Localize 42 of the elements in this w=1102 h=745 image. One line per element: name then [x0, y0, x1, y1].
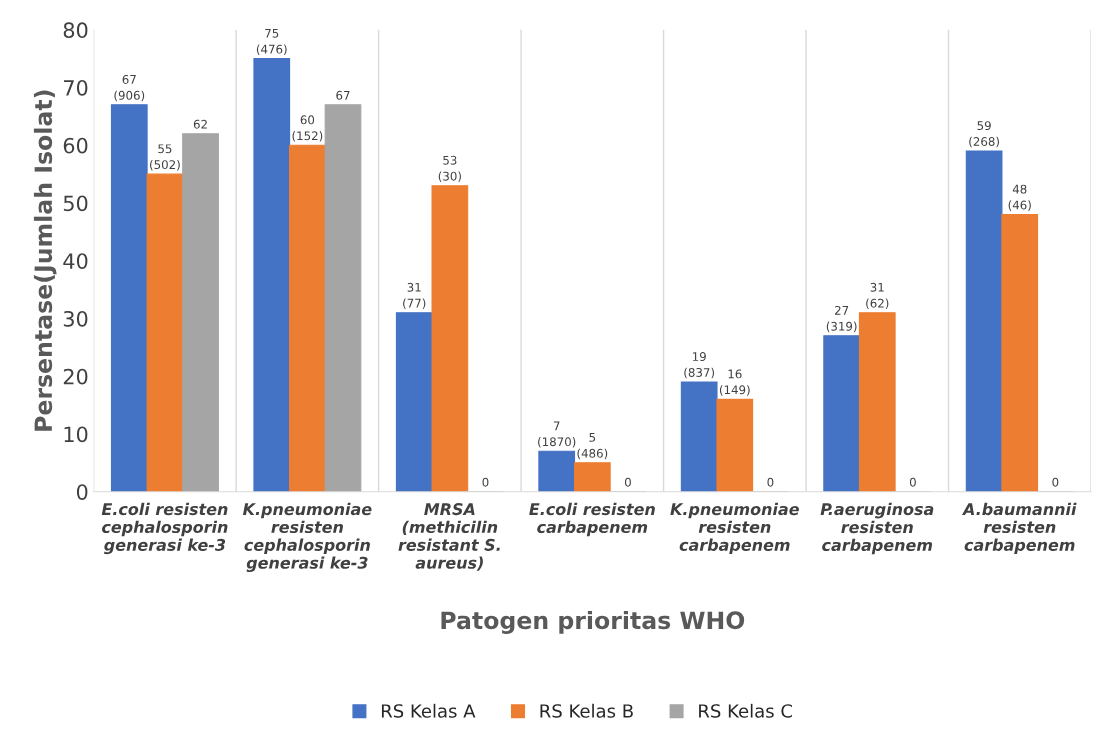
x-tick-label: K.pneumoniae resisten cephalosporin generasi ke-3: [242, 502, 372, 573]
data-label: 5 (486): [577, 433, 608, 460]
x-tick-label: K.pneumoniae resisten carbapenem: [670, 502, 799, 555]
legend-label: RS Kelas B: [540, 703, 633, 718]
legend-label: RS Kelas C: [699, 703, 792, 718]
data-label: 0: [482, 477, 489, 487]
x-tick-label: MRSA (methicilin resistant S. aureus): [398, 503, 500, 571]
data-label: 7 (1870): [538, 421, 576, 448]
data-label: 59 (268): [969, 121, 999, 148]
data-label: 31 (77): [403, 282, 426, 310]
y-tick-label: 20: [63, 368, 88, 385]
y-tick-label: 30: [63, 310, 88, 327]
data-label: 0: [767, 477, 774, 487]
data-label: 67: [336, 90, 350, 100]
y-tick-label: 10: [64, 426, 88, 443]
y-tick-label: 0: [76, 484, 88, 500]
data-label: 67 (906): [114, 74, 145, 102]
data-label: 27 (319): [826, 305, 857, 333]
y-tick-label: 80: [63, 22, 88, 39]
data-label: 60 (152): [292, 115, 323, 142]
y-tick-label: 40: [63, 253, 88, 269]
y-tick-label: 50: [63, 195, 88, 212]
data-label: 62: [193, 119, 207, 129]
data-label: 16 (149): [719, 369, 750, 396]
x-tick-label: E.coli resisten cephalosporin generasi ke-3: [101, 502, 228, 555]
data-label: 75 (476): [256, 28, 287, 55]
data-label: 0: [624, 477, 631, 487]
x-tick-label: P.aeruginosa resisten carbapenem: [820, 502, 934, 555]
data-label: 31 (62): [866, 282, 889, 310]
data-label: 19 (837): [684, 352, 715, 379]
y-tick-label: 60: [63, 137, 88, 154]
data-label: 48 (46): [1008, 184, 1031, 211]
x-axis-title: Patogen prioritas WHO: [441, 610, 745, 634]
y-axis-title: Persentase(Jumlah Isolat): [33, 90, 57, 431]
y-tick-label: 70: [64, 79, 88, 96]
x-tick-label: E.coli resisten carbapenem: [529, 502, 655, 537]
x-tick-label: A.baumannii resisten carbapenem: [961, 502, 1077, 555]
data-label: 55 (502): [150, 144, 180, 171]
data-label: 0: [909, 477, 916, 487]
data-label: 0: [1052, 477, 1059, 487]
data-label: 53 (30): [438, 155, 461, 183]
legend-label: RS Kelas A: [381, 703, 476, 718]
